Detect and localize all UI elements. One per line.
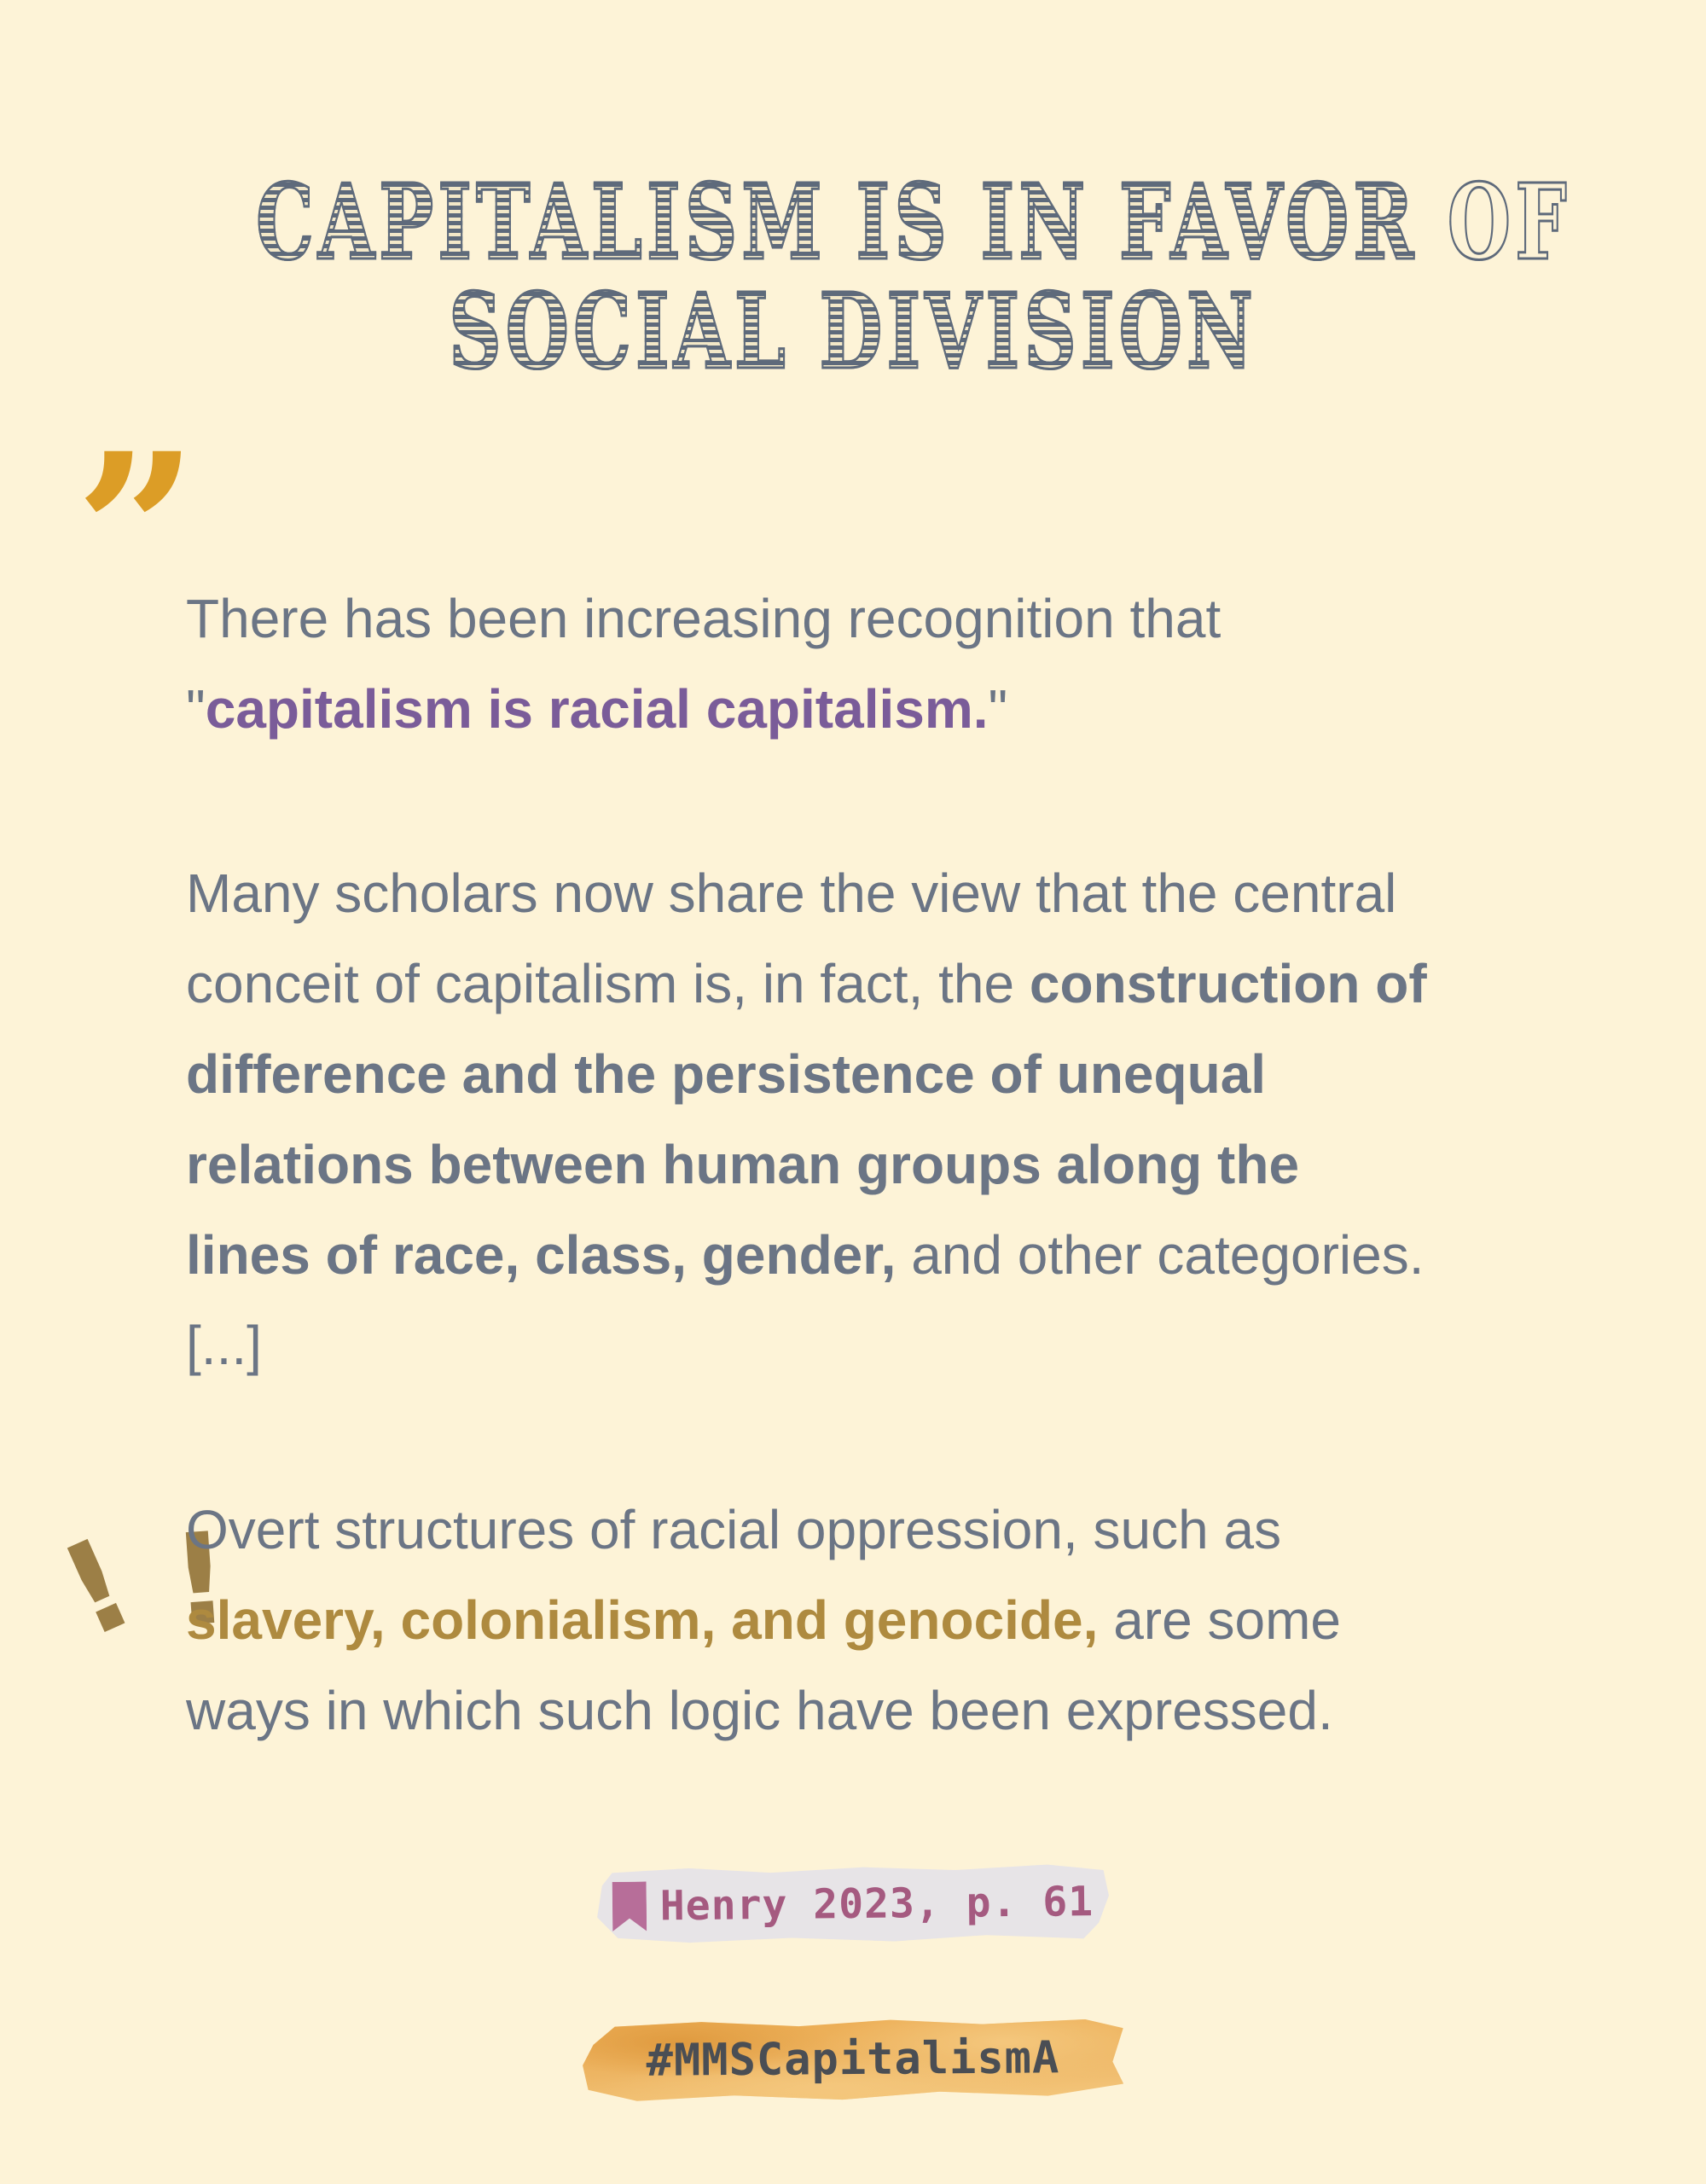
quote-text-segment: " [186, 678, 206, 740]
quotation-mark-icon: ” [75, 406, 198, 657]
page-title-line-1: CAPITALISM IS IN FAVOR OF [255, 160, 1571, 283]
quote-paragraph: There has been increasing recognition th… [186, 573, 1636, 754]
quote-text-segment: slavery, colonialism, and genocide, [186, 1589, 1099, 1651]
hashtag-label: #MMSCapitalismA [646, 2032, 1060, 2087]
quote-paragraph: Many scholars now share the view that th… [186, 848, 1636, 1391]
quote-text-segment: conceit of capitalism is, in fact, the [186, 953, 1030, 1014]
quote-text-segment: are some [1098, 1589, 1341, 1651]
quote-text-segment: construction of [1029, 953, 1427, 1014]
bookmark-icon [612, 1882, 647, 1931]
quote-line: ways in which such logic have been expre… [186, 1665, 1636, 1756]
quote-text-segment: ways in which such logic have been expre… [186, 1680, 1333, 1741]
page-title: CAPITALISM IS IN FAVOR OF SOCIAL DIVISIO… [255, 160, 1571, 387]
quote-text-segment: " [988, 678, 1008, 740]
hashtag-strip: #MMSCapitalismA [583, 2017, 1124, 2102]
quote-line: relations between human groups along the [186, 1119, 1636, 1210]
exclamation-mark-icon: ! [41, 1508, 154, 1667]
quote-line: conceit of capitalism is, in fact, the c… [186, 938, 1636, 1029]
quote-line: difference and the persistence of unequa… [186, 1029, 1636, 1119]
quote-text-segment: capitalism is racial capitalism. [205, 678, 989, 740]
quote-text-segment: Overt structures of racial oppression, s… [186, 1499, 1282, 1560]
quote-text-segment: difference and the persistence of unequa… [186, 1043, 1267, 1105]
quote-line: [...] [186, 1300, 1636, 1391]
quote-line: Many scholars now share the view that th… [186, 848, 1636, 938]
citation-label: Henry 2023, p. 61 [659, 1878, 1094, 1931]
quote-text-segment: lines of race, class, gender, [186, 1224, 897, 1286]
quote-line: There has been increasing recognition th… [186, 573, 1636, 664]
quote-text-segment: There has been increasing recognition th… [186, 588, 1221, 649]
quote-line: "capitalism is racial capitalism." [186, 664, 1636, 754]
quote-text-segment: Many scholars now share the view that th… [186, 863, 1397, 924]
quote-text-segment: and other categories. [896, 1224, 1425, 1286]
quote-text-segment: relations between human groups along the [186, 1134, 1300, 1195]
quote-line: slavery, colonialism, and genocide, are … [186, 1575, 1636, 1665]
page-title-line-2: SOCIAL DIVISION [256, 276, 1450, 387]
quote-text-segment: [...] [186, 1315, 262, 1376]
quote-paragraphs: There has been increasing recognition th… [186, 573, 1636, 1850]
quote-line: lines of race, class, gender, and other … [186, 1210, 1636, 1300]
quote-paragraph: Overt structures of racial oppression, s… [186, 1484, 1636, 1756]
quote-line: Overt structures of racial oppression, s… [186, 1484, 1636, 1575]
citation-strip: Henry 2023, p. 61 [597, 1864, 1110, 1944]
